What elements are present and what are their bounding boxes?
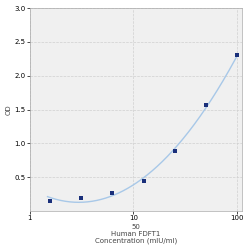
X-axis label: 50
Human FDFT1
Concentration (mIU/ml): 50 Human FDFT1 Concentration (mIU/ml) [95, 224, 177, 244]
Y-axis label: OD: OD [6, 104, 12, 115]
